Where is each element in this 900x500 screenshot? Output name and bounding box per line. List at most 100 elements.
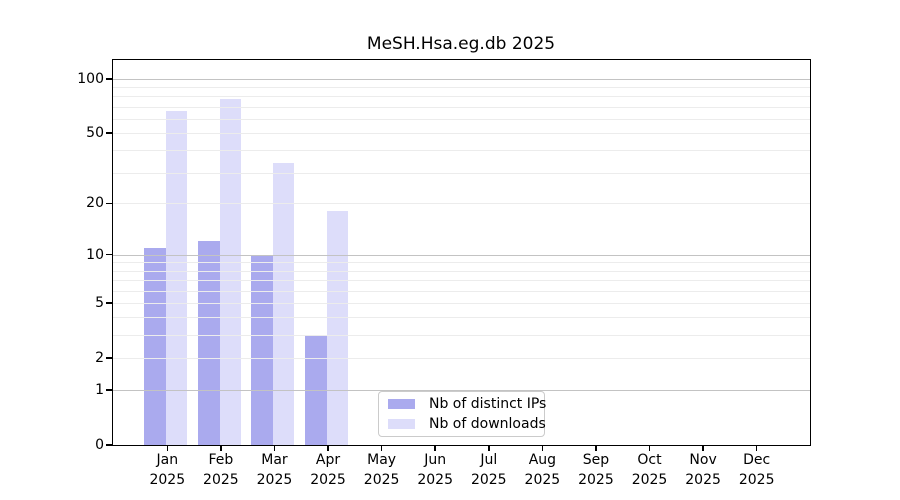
y-tick-label: 50 bbox=[86, 125, 104, 142]
x-tick-year: 2025 bbox=[417, 472, 453, 488]
x-tick-label-may: May 2025 bbox=[354, 450, 410, 490]
gridline-minor bbox=[113, 262, 810, 264]
x-tick-month: Nov bbox=[689, 452, 717, 468]
x-tick-label-jun: Jun 2025 bbox=[407, 450, 463, 490]
y-tick-label: 10 bbox=[86, 246, 104, 263]
gridline-minor bbox=[113, 317, 810, 319]
gridline-minor bbox=[113, 270, 810, 272]
legend-label-distinct-ips: Nb of distinct IPs bbox=[429, 396, 547, 412]
x-tick-mark bbox=[755, 446, 758, 451]
gridline-minor bbox=[113, 203, 810, 205]
y-tick-mark bbox=[106, 202, 112, 205]
gridline-minor bbox=[113, 302, 810, 304]
x-tick-label-dec: Dec 2025 bbox=[729, 450, 785, 490]
gridline-minor bbox=[113, 280, 810, 281]
x-tick-year: 2025 bbox=[149, 472, 186, 488]
gridline-minor bbox=[113, 357, 810, 359]
x-tick-mark bbox=[434, 446, 436, 451]
y-tick-mark bbox=[106, 132, 112, 134]
y-tick-label: 1 bbox=[95, 382, 104, 398]
x-tick-year: 2025 bbox=[578, 472, 614, 488]
y-tick-label: 0 bbox=[95, 437, 104, 453]
bar-downloads-apr bbox=[326, 211, 349, 445]
bar-downloads-mar bbox=[273, 162, 295, 445]
legend-item-downloads: Nb of downloads bbox=[385, 415, 546, 433]
gridline-minor bbox=[113, 290, 810, 292]
y-tick-mark bbox=[106, 302, 112, 304]
y-tick-mark bbox=[106, 444, 112, 446]
x-tick-month: Dec bbox=[743, 452, 771, 468]
gridline-minor bbox=[113, 118, 810, 120]
x-tick-label-jan: Jan 2025 bbox=[139, 450, 195, 490]
x-tick-label-nov: Nov 2025 bbox=[675, 450, 731, 490]
x-tick-mark bbox=[166, 446, 169, 451]
bar-distinct-ips-mar bbox=[251, 254, 274, 445]
x-tick-month: Aug bbox=[528, 452, 557, 468]
y-tick-mark bbox=[106, 253, 112, 256]
legend-label-downloads: Nb of downloads bbox=[429, 416, 546, 432]
x-tick-mark bbox=[220, 446, 222, 451]
legend-swatch-downloads bbox=[388, 419, 415, 429]
x-tick-month: Jun bbox=[424, 452, 447, 468]
gridline-minor bbox=[113, 96, 810, 98]
x-tick-label-jul: Jul 2025 bbox=[461, 450, 517, 490]
gridline-major bbox=[113, 390, 810, 391]
bar-distinct-ips-feb bbox=[197, 241, 220, 445]
gridline-major bbox=[113, 78, 810, 80]
y-tick-label: 2 bbox=[95, 349, 104, 366]
gridline-major bbox=[113, 254, 810, 256]
x-tick-mark bbox=[595, 446, 597, 451]
gridline-minor bbox=[113, 172, 810, 174]
x-tick-year: 2025 bbox=[738, 472, 775, 488]
x-tick-label-feb: Feb 2025 bbox=[193, 450, 249, 490]
x-tick-label-mar: Mar 2025 bbox=[246, 450, 302, 490]
x-tick-mark bbox=[380, 446, 383, 451]
y-tick-mark bbox=[106, 357, 112, 359]
x-tick-mark bbox=[273, 446, 276, 451]
x-tick-month: Jan bbox=[156, 452, 179, 468]
x-tick-label-apr: Apr 2025 bbox=[300, 450, 356, 490]
x-tick-mark bbox=[648, 446, 651, 451]
gridline-minor bbox=[113, 133, 810, 134]
x-tick-year: 2025 bbox=[310, 472, 346, 488]
y-tick-label: 100 bbox=[77, 70, 104, 87]
legend-item-distinct-ips: Nb of distinct IPs bbox=[385, 395, 546, 413]
chart-title: MeSH.Hsa.eg.db 2025 bbox=[366, 34, 556, 54]
x-tick-month: May bbox=[367, 452, 397, 468]
x-tick-month: Apr bbox=[315, 452, 341, 468]
legend-swatch-distinct-ips bbox=[388, 399, 415, 409]
x-tick-month: Jul bbox=[480, 452, 498, 468]
gridline-minor bbox=[113, 150, 810, 152]
y-tick-label: 5 bbox=[95, 294, 104, 311]
x-tick-month: Feb bbox=[208, 452, 234, 468]
legend: Nb of distinct IPs Nb of downloads bbox=[378, 391, 546, 437]
x-tick-mark bbox=[541, 446, 544, 451]
x-tick-year: 2025 bbox=[631, 472, 668, 488]
x-tick-month: Mar bbox=[261, 452, 288, 468]
x-tick-year: 2025 bbox=[256, 472, 293, 488]
x-tick-label-sep: Sep 2025 bbox=[568, 450, 624, 490]
gridline-minor bbox=[113, 335, 810, 336]
x-tick-label-oct: Oct 2025 bbox=[622, 450, 678, 490]
x-tick-label-aug: Aug 2025 bbox=[514, 450, 570, 490]
y-tick-mark bbox=[106, 389, 112, 391]
plot-area bbox=[112, 59, 811, 446]
bar-downloads-jan bbox=[166, 111, 188, 445]
y-tick-mark bbox=[106, 78, 112, 80]
x-tick-year: 2025 bbox=[524, 472, 561, 488]
x-tick-year: 2025 bbox=[363, 472, 400, 488]
x-tick-mark bbox=[488, 446, 490, 451]
gridline-minor bbox=[113, 87, 810, 89]
bar-distinct-ips-jan bbox=[144, 247, 166, 445]
x-tick-month: Oct bbox=[637, 452, 662, 468]
grid-layer bbox=[113, 60, 810, 445]
y-tick-label: 20 bbox=[86, 195, 104, 212]
x-tick-month: Sep bbox=[582, 452, 610, 468]
x-tick-mark bbox=[327, 446, 329, 451]
x-tick-year: 2025 bbox=[470, 472, 507, 488]
x-tick-mark bbox=[702, 446, 704, 451]
x-tick-year: 2025 bbox=[203, 472, 239, 488]
bar-distinct-ips-apr bbox=[304, 335, 327, 445]
gridline-minor bbox=[113, 106, 810, 108]
